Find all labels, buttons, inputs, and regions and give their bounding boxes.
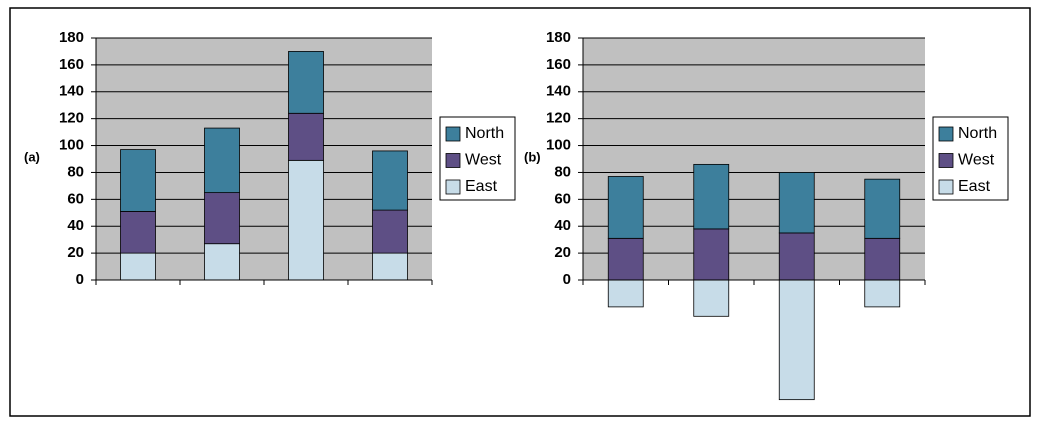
y-tick-label: 40 <box>554 217 571 234</box>
bar-segment <box>288 51 324 114</box>
y-tick-label: 20 <box>554 244 571 261</box>
y-tick-label: 120 <box>59 110 84 127</box>
y-tick-label: 100 <box>546 137 571 154</box>
y-tick-label: 80 <box>554 163 571 180</box>
bar-segment <box>288 112 324 161</box>
legend-swatch <box>938 153 954 168</box>
bar-segment <box>778 172 815 234</box>
bar-segment <box>204 127 240 194</box>
panel-label: (b) <box>524 149 541 164</box>
bar-segment <box>204 243 240 281</box>
bar-segment <box>864 279 901 308</box>
bar-segment <box>693 279 730 317</box>
bar-segment <box>288 159 324 281</box>
bar-segment <box>693 228 730 281</box>
legend-label: West <box>465 152 502 169</box>
y-tick-label: 40 <box>67 217 84 234</box>
bar-segment <box>607 176 644 239</box>
bar-segment <box>120 149 156 212</box>
y-tick-label: 180 <box>546 29 571 46</box>
legend-label: West <box>958 152 995 169</box>
bar-segment <box>120 252 156 281</box>
y-tick-label: 140 <box>59 83 84 100</box>
y-tick-label: 100 <box>59 137 84 154</box>
y-tick-label: 180 <box>59 29 84 46</box>
legend-label: East <box>465 178 498 195</box>
y-tick-label: 160 <box>546 56 571 73</box>
bar-segment <box>120 211 156 254</box>
bar-segment <box>693 163 730 230</box>
bar-segment <box>607 237 644 281</box>
legend-label: North <box>958 125 997 142</box>
legend-label: East <box>958 178 991 195</box>
bar-segment <box>372 150 408 211</box>
legend-label: North <box>465 125 504 142</box>
bar-segment <box>864 237 901 281</box>
y-tick-label: 0 <box>563 271 571 288</box>
bar-segment <box>607 279 644 308</box>
legend-swatch <box>938 179 954 195</box>
y-tick-label: 160 <box>59 56 84 73</box>
y-tick-label: 140 <box>546 83 571 100</box>
legend-swatch <box>445 153 461 168</box>
bar-segment <box>372 252 408 281</box>
bar-segment <box>778 232 815 281</box>
y-tick-label: 80 <box>67 163 84 180</box>
bar-segment <box>372 209 408 254</box>
legend-swatch <box>445 179 461 195</box>
legend-swatch <box>938 126 954 142</box>
y-tick-label: 20 <box>67 244 84 261</box>
bar-segment <box>204 192 240 245</box>
y-tick-label: 0 <box>76 271 84 288</box>
panel-label: (a) <box>24 149 40 164</box>
y-tick-label: 120 <box>546 110 571 127</box>
bar-segment <box>778 279 815 401</box>
legend-swatch <box>445 126 461 142</box>
y-tick-label: 60 <box>67 190 84 207</box>
bar-segment <box>864 178 901 239</box>
y-tick-label: 60 <box>554 190 571 207</box>
